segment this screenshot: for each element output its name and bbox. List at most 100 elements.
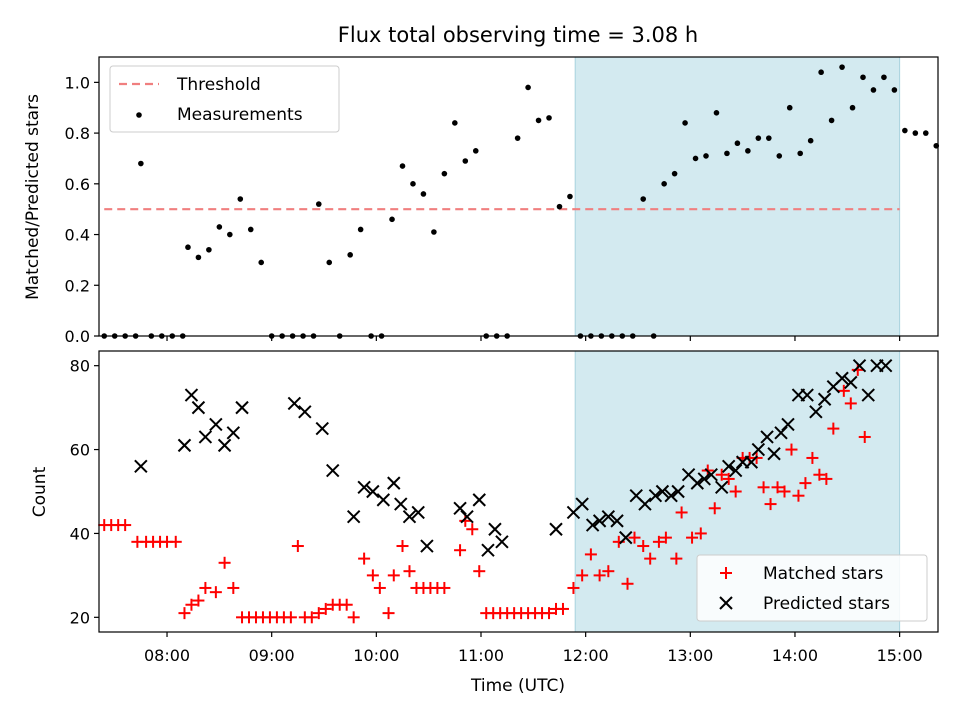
y-tick-label: 0.6 <box>65 175 90 194</box>
measurement-point <box>227 231 233 238</box>
predicted-star-point <box>610 514 624 528</box>
y-tick-label: 20 <box>70 608 90 627</box>
predicted-star-stroke-b <box>575 497 589 511</box>
matched-star-point <box>340 598 353 611</box>
predicted-star-point <box>835 371 849 385</box>
predicted-star-point <box>481 543 495 557</box>
top-legend-box <box>109 65 340 133</box>
predicted-star-point <box>394 497 408 511</box>
predicted-star-point <box>592 514 607 528</box>
predicted-star-stroke-b <box>191 400 206 415</box>
matched-star-point <box>556 602 569 615</box>
predicted-star-point <box>346 509 361 524</box>
predicted-star-stroke-b <box>767 447 781 461</box>
measurement-point <box>326 259 333 266</box>
measurement-point <box>410 181 416 187</box>
predicted-star-point <box>177 438 192 453</box>
matched-star-point <box>844 397 857 410</box>
measurement-point <box>860 74 866 81</box>
measurement-point <box>247 226 254 233</box>
measurement-point <box>797 150 804 157</box>
matched-star-point <box>209 586 222 599</box>
x-tick-label: 08:00 <box>144 646 190 665</box>
predicted-star-point <box>326 463 340 478</box>
predicted-star-point <box>861 388 875 402</box>
measurement-point <box>870 87 877 93</box>
measurement-point <box>881 74 887 81</box>
x-tick-label: 10:00 <box>353 646 399 665</box>
predicted-star-stroke-b <box>781 417 795 432</box>
predicted-star-point <box>852 358 867 373</box>
predicted-star-stroke-b <box>648 488 663 503</box>
matched-star-point <box>827 422 840 435</box>
predicted-star-stroke-b <box>861 388 875 402</box>
predicted-star-point <box>878 358 893 373</box>
predicted-star-point <box>844 375 858 390</box>
predicted-stars-points <box>134 358 893 557</box>
predicted-star-stroke-b <box>235 400 249 415</box>
measurement-point <box>682 120 688 126</box>
predicted-star-point <box>134 459 148 474</box>
predicted-star-stroke-b <box>184 388 199 402</box>
legend-threshold-label: Threshold <box>176 75 261 95</box>
predicted-star-point <box>767 447 781 461</box>
bottom-x-ticks: 08:00 09:00 10:00 11:00 12:00 13:00 14:00 15:00 <box>144 632 923 665</box>
measurement-point <box>216 224 223 230</box>
predicted-star-stroke-b <box>460 509 474 524</box>
predicted-star-stroke-b <box>481 543 495 557</box>
measurement-point <box>237 196 244 202</box>
predicted-star-point <box>671 484 685 499</box>
measurement-point <box>661 181 667 187</box>
matched-star-point <box>438 581 451 594</box>
predicted-star-point <box>402 509 417 524</box>
predicted-star-point <box>357 480 371 495</box>
predicted-star-point <box>315 421 329 436</box>
predicted-star-stroke-b <box>655 484 670 499</box>
matched-star-point <box>347 611 360 624</box>
predicted-star-point <box>549 522 563 536</box>
matched-star-point <box>459 514 472 527</box>
predicted-star-stroke-b <box>638 497 652 511</box>
predicted-star-stroke-b <box>346 509 361 524</box>
matched-star-point <box>185 598 198 611</box>
predicted-star-point <box>585 518 600 532</box>
predicted-star-stroke-b <box>357 480 371 495</box>
matched-star-point <box>778 485 791 498</box>
predicted-star-stroke-b <box>376 493 391 507</box>
y-tick-label: 60 <box>70 441 90 460</box>
predicted-star-stroke-b <box>664 488 678 503</box>
matched-star-point <box>199 581 212 594</box>
predicted-star-stroke-b <box>209 417 223 432</box>
matched-star-point <box>644 552 657 565</box>
matched-star-point <box>454 544 467 557</box>
bottom-legend: Matched stars Predicted stars <box>696 554 928 622</box>
legend-predicted-label: Predicted stars <box>763 594 890 614</box>
measurement-point <box>206 246 212 253</box>
measurement-point <box>420 191 427 197</box>
matched-star-point <box>602 565 615 578</box>
matched-star-point <box>729 485 742 498</box>
predicted-star-stroke-b <box>817 392 832 406</box>
measurement-point <box>567 193 573 200</box>
predicted-star-stroke-b <box>402 509 417 524</box>
predicted-star-point <box>619 530 633 545</box>
measurement-point <box>535 117 542 124</box>
matched-star-point <box>628 531 641 544</box>
predicted-star-stroke-b <box>697 472 711 486</box>
predicted-star-stroke-b <box>852 358 867 373</box>
matched-star-point <box>675 506 688 519</box>
predicted-star-point <box>744 455 759 469</box>
x-tick-label: 15:00 <box>877 646 923 665</box>
predicted-star-point <box>488 522 502 536</box>
measurement-point <box>556 203 563 210</box>
predicted-star-point <box>690 476 704 490</box>
measurement-point <box>640 196 647 202</box>
predicted-star-point <box>191 400 206 415</box>
matched-star-point <box>820 472 833 485</box>
predicted-star-point <box>809 405 823 419</box>
measurement-point <box>357 226 364 233</box>
predicted-star-point <box>575 497 589 511</box>
matched-star-point <box>686 531 699 544</box>
measurement-point <box>776 153 783 159</box>
